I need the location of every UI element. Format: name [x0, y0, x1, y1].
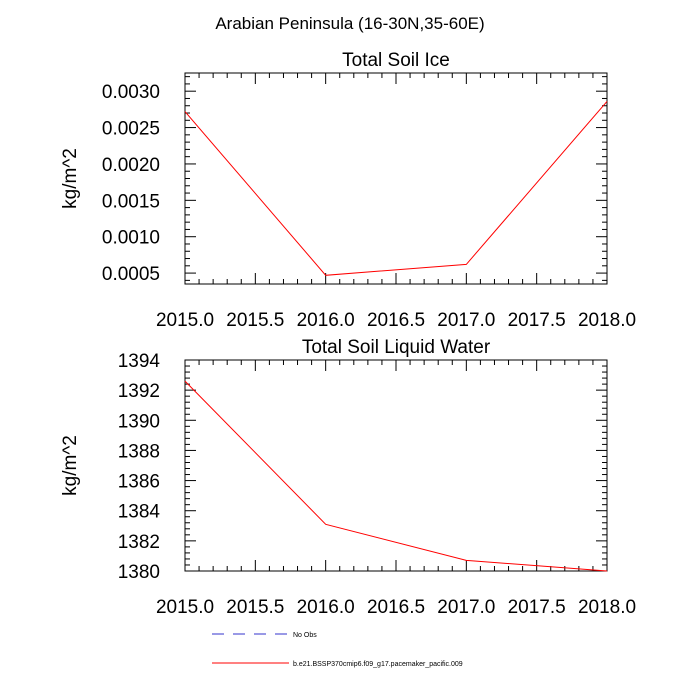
- x-tick-label: 2016.0: [297, 310, 355, 331]
- legend-item-model-run: b.e21.BSSP370cmip6.f09_g17.pacemaker_pac…: [212, 661, 463, 668]
- plot-frame: [184, 72, 608, 285]
- x-tick-label: 2016.5: [367, 597, 425, 618]
- series-line: [184, 380, 608, 572]
- y-tick-label: 1394: [118, 351, 161, 372]
- chart-title: Total Soil Liquid Water: [302, 337, 491, 358]
- x-tick-label: 2017.0: [437, 597, 495, 618]
- x-tick-label: 2018.0: [578, 310, 636, 331]
- plot-frame: [184, 359, 608, 572]
- x-tick-label: 2017.5: [508, 310, 566, 331]
- y-tick-label: 0.0015: [102, 191, 160, 212]
- y-tick-label: 1392: [118, 381, 160, 402]
- x-tick-label: 2016.0: [297, 597, 355, 618]
- y-tick-label: 0.0020: [102, 155, 160, 176]
- x-tick-label: 2015.0: [156, 597, 214, 618]
- y-tick-label: 1380: [118, 562, 160, 583]
- y-tick-label: 1382: [118, 532, 160, 553]
- x-tick-label: 2015.5: [226, 310, 284, 331]
- x-tick-label: 2018.0: [578, 597, 636, 618]
- x-tick-label: 2017.0: [437, 310, 495, 331]
- x-tick-label: 2015.0: [156, 310, 214, 331]
- legend-item-no-obs: No Obs: [212, 632, 317, 639]
- y-tick-label: 1390: [118, 411, 160, 432]
- x-tick-label: 2016.5: [367, 310, 425, 331]
- y-tick-label: 0.0030: [102, 82, 160, 103]
- legend: No Obs b.e21.BSSP370cmip6.f09_g17.pacema…: [212, 632, 463, 668]
- y-tick-label: 0.0025: [102, 119, 160, 140]
- y-tick-label: 1384: [118, 502, 161, 523]
- y-axis-label: kg/m^2: [60, 435, 81, 496]
- y-tick-label: 0.0005: [102, 264, 160, 285]
- chart-title: Total Soil Ice: [342, 50, 450, 71]
- x-tick-label: 2017.5: [508, 597, 566, 618]
- legend-label-no-obs: No Obs: [293, 632, 317, 639]
- y-axis-label: kg/m^2: [60, 148, 81, 209]
- y-tick-label: 1388: [118, 441, 160, 462]
- series-line: [184, 101, 608, 276]
- legend-label-model-run: b.e21.BSSP370cmip6.f09_g17.pacemaker_pac…: [293, 661, 463, 668]
- y-tick-label: 1386: [118, 472, 160, 493]
- figure-suptitle: Arabian Peninsula (16-30N,35-60E): [215, 14, 484, 33]
- x-tick-label: 2015.5: [226, 597, 284, 618]
- panel-soil-liquid-water: Total Soil Liquid Water kg/m^2 2015.0 2015.…: [60, 337, 636, 618]
- panel-soil-ice: Total Soil Ice kg/m^2 2015.0 2015.5 2016.0 20…: [60, 50, 636, 331]
- y-tick-label: 0.0010: [102, 228, 160, 249]
